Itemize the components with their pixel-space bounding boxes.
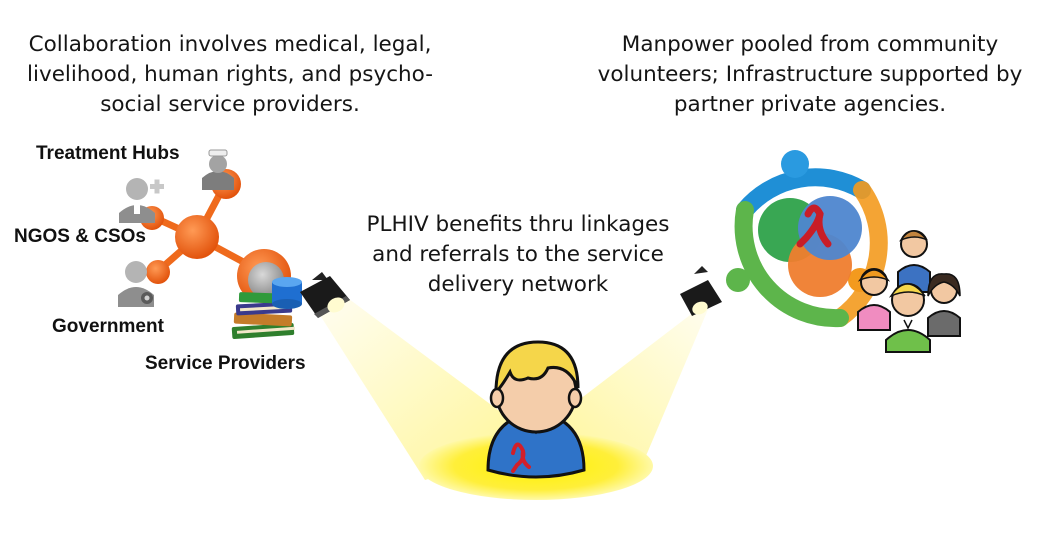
left-spotlight-beam xyxy=(318,296,545,480)
left-caption: Collaboration involves medical, legal, l… xyxy=(27,32,433,117)
right-spotlight-lamp xyxy=(680,266,722,316)
government-node xyxy=(146,260,170,284)
partnership-ring-icon xyxy=(726,150,888,328)
database-icon xyxy=(272,277,302,309)
label-ngos-csos: NGOS & CSOs xyxy=(14,226,146,247)
ngo-person-icon xyxy=(119,178,164,223)
label-government: Government xyxy=(52,316,164,337)
plhiv-person-icon xyxy=(486,340,586,479)
network-hub-node xyxy=(175,215,219,259)
label-service-providers: Service Providers xyxy=(145,353,306,374)
center-caption: PLHIV benefits thru linkages and referra… xyxy=(366,212,670,297)
doctor-icon xyxy=(202,149,234,190)
volunteer-team-icon xyxy=(857,230,961,353)
right-caption: Manpower pooled from community volunteer… xyxy=(597,32,1023,117)
government-person-icon xyxy=(118,261,154,307)
label-treatment-hubs: Treatment Hubs xyxy=(36,143,180,164)
left-spotlight-lamp xyxy=(300,272,350,318)
